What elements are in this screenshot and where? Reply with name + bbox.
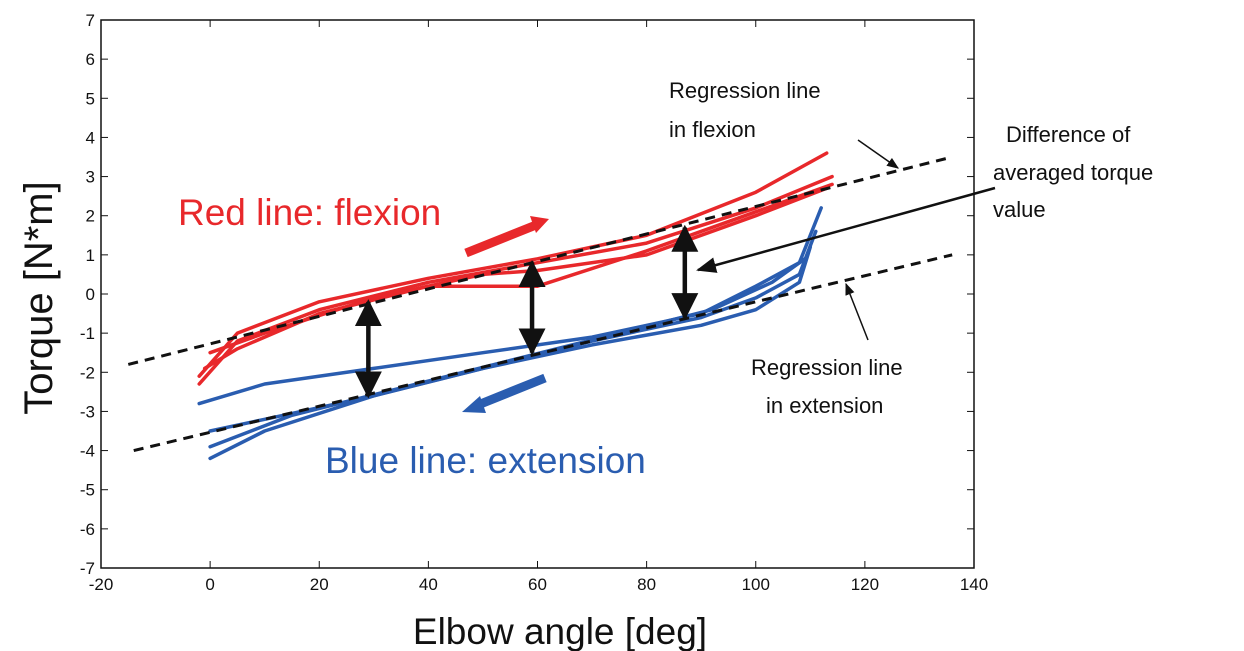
difference-pointer (696, 186, 996, 273)
y-tick-label: 3 (86, 168, 95, 187)
difference-label-3: value (993, 197, 1046, 222)
difference-label-1: Difference of (1006, 122, 1131, 147)
y-tick-label: 1 (86, 246, 95, 265)
difference-arrows (354, 224, 699, 399)
y-tick-label: 7 (86, 11, 95, 30)
flexion-series-line (208, 186, 829, 355)
x-tick-label: 120 (851, 575, 879, 594)
flexion-series-line (197, 174, 834, 386)
extension-direction-arrow (462, 373, 547, 413)
x-tick-label: 0 (205, 575, 214, 594)
x-tick-label: 40 (419, 575, 438, 594)
y-tick-label: -1 (80, 324, 95, 343)
extension-series-line (197, 206, 823, 406)
regression-line (133, 253, 953, 453)
reg-extension-label-2: in extension (766, 393, 883, 418)
x-tick-label: -20 (89, 575, 114, 594)
x-axis-title: Elbow angle [deg] (413, 611, 707, 651)
y-tick-label: 4 (86, 128, 95, 147)
extension-series-line (208, 245, 813, 461)
x-tick-label: 60 (528, 575, 547, 594)
blue-line-label: Blue line: extension (325, 440, 646, 481)
y-tick-label: 6 (86, 50, 95, 69)
y-tick-label: -6 (80, 520, 95, 539)
flexion-series-line (197, 151, 829, 378)
x-tick-label: 20 (310, 575, 329, 594)
red-line-label: Red line: flexion (178, 192, 441, 233)
y-tick-label: -5 (80, 481, 95, 500)
reg-flexion-label-2: in flexion (669, 117, 756, 142)
reg-flexion-label-1: Regression line (669, 78, 821, 103)
y-tick-label: -2 (80, 363, 95, 382)
regression-layer (127, 155, 953, 453)
y-tick-label: 0 (86, 285, 95, 304)
y-tick-label: -3 (80, 402, 95, 421)
x-tick-label: 80 (637, 575, 656, 594)
flexion-direction-arrow (464, 216, 549, 258)
y-tick-label: 2 (86, 207, 95, 226)
y-axis-title: Torque [N*m] (17, 181, 61, 414)
y-tick-label: 5 (86, 89, 95, 108)
plot-frame (100, 19, 975, 569)
y-tick-label: -7 (80, 559, 95, 578)
reg-flexion-pointer (857, 139, 899, 169)
reg-extension-pointer (845, 282, 869, 341)
axis-ticks: -20 0 20 40 60 80 100 120 140 7 6 5 4 3 2 1 0 -1 -2 -3 -4 -5 -… (80, 11, 988, 594)
reg-extension-label-1: Regression line (751, 355, 903, 380)
x-tick-label: 140 (960, 575, 988, 594)
difference-label-2: averaged torque (993, 160, 1153, 185)
regression-line (127, 155, 953, 366)
flexion-series-line (202, 182, 834, 371)
x-tick-label: 100 (742, 575, 770, 594)
y-tick-label: -4 (80, 442, 95, 461)
